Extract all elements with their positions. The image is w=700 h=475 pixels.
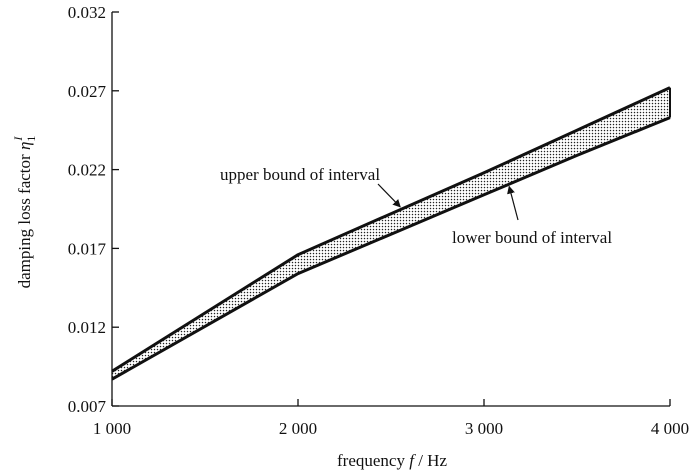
y-tick-label: 0.012 [68, 318, 106, 337]
tick-labels: 0.007 0.012 0.017 0.022 0.027 0.032 1 000 2 000… [68, 3, 689, 438]
y-tick-label: 0.032 [68, 3, 106, 22]
x-axis-label: frequency [337, 451, 405, 470]
upper-bound-annotation: upper bound of interval [220, 165, 380, 184]
y-tick-label: 0.017 [68, 239, 107, 258]
x-tick-label: 4 000 [651, 419, 689, 438]
y-axis-subscript: 1 [24, 136, 38, 142]
x-tick-label: 3 000 [465, 419, 503, 438]
upper-bound-arrow [377, 183, 401, 208]
y-tick-label: 0.007 [68, 397, 107, 416]
x-axis-unit: / Hz [418, 451, 447, 470]
x-tick-label: 2 000 [279, 419, 317, 438]
y-axis-superscript: I [11, 136, 25, 142]
plot-area [111, 86, 671, 381]
x-tick-label: 1 000 [93, 419, 131, 438]
axes [111, 11, 671, 407]
annotations: upper bound of interval lower bound of i… [220, 165, 612, 247]
lower-bound-arrow [507, 185, 519, 221]
upper-bound-line [111, 86, 671, 373]
x-axis-variable: f [409, 451, 416, 470]
y-tick-label: 0.027 [68, 82, 107, 101]
y-axis-variable: η [15, 142, 34, 150]
y-axis-label: damping loss factor [15, 154, 34, 288]
lower-bound-line [111, 116, 671, 381]
lower-bound-annotation: lower bound of interval [452, 228, 612, 247]
x-axis-title: frequency f / Hz [337, 451, 447, 470]
y-axis-title: damping loss factor η1I [11, 136, 38, 289]
y-tick-label: 0.022 [68, 161, 106, 180]
